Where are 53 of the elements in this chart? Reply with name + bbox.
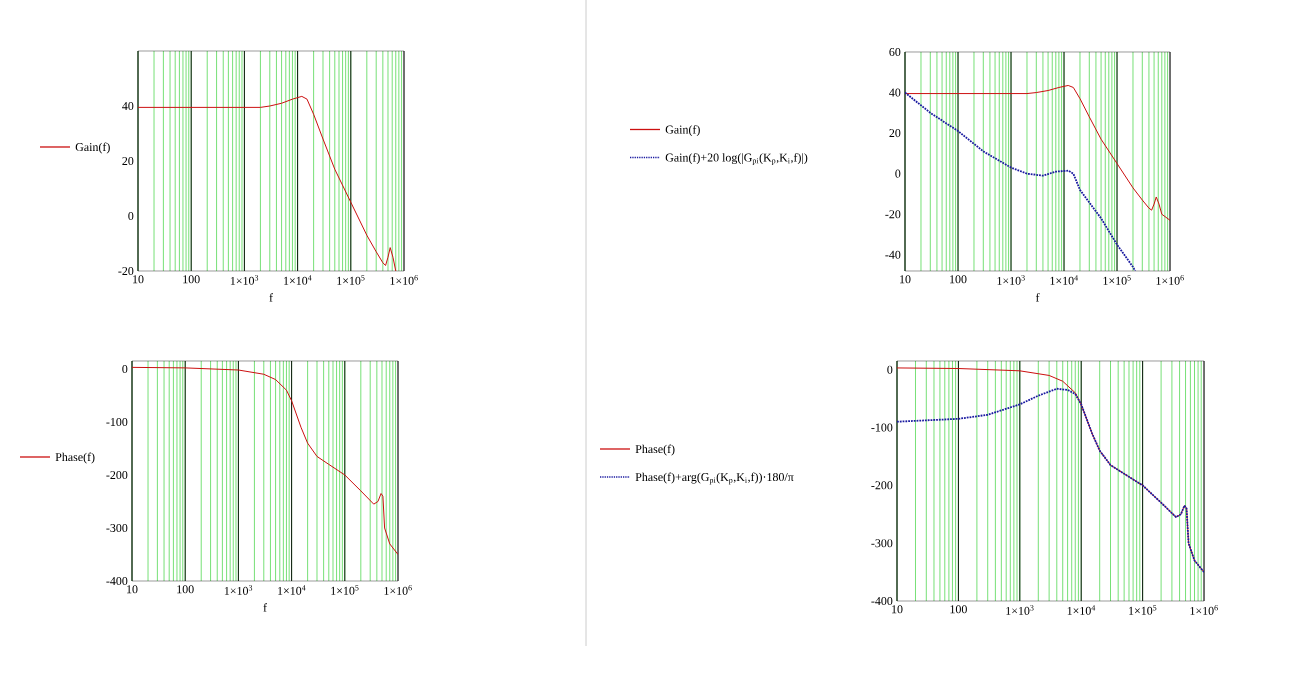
legend-label: Phase(f) xyxy=(55,452,95,464)
x-tick-label: 1×10$^{4}$ xyxy=(278,585,306,595)
legend-label: Gain(f) xyxy=(75,142,110,154)
x-tick-label: 1×10$^{5}$ xyxy=(331,585,359,595)
legend-label: Gain(f)+20 log(|G$_{pi}$(K$_{p}$,K$_{i}$,f)|) xyxy=(665,153,808,165)
y-tick-label: -300 xyxy=(106,523,128,533)
x-tick-label: 1×10$^{3}$ xyxy=(997,275,1025,285)
y-tick-label: -100 xyxy=(106,417,128,426)
x-tick-label: 1×10$^{4}$ xyxy=(1050,275,1078,285)
y-tick-label: -20 xyxy=(885,210,901,219)
y-tick-label: 0 xyxy=(122,364,128,373)
x-tick-label: 1×10$^{6}$ xyxy=(390,275,418,285)
x-tick-label: 10 xyxy=(900,275,911,284)
x-tick-label: 1×10$^{6}$ xyxy=(384,585,412,595)
y-tick-label: -400 xyxy=(106,576,128,586)
x-tick-label: 1×10$^{3}$ xyxy=(230,275,259,285)
y-tick-label: -100 xyxy=(871,423,893,432)
x-tick-label: 1×10$^{4}$ xyxy=(284,275,312,285)
y-tick-label: -20 xyxy=(118,266,134,276)
legend-label: Gain(f) xyxy=(665,125,700,137)
x-tick-label: 1×10$^{3}$ xyxy=(1006,605,1034,615)
x-tick-label: 1×10$^{5}$ xyxy=(1129,605,1157,615)
y-tick-label: -400 xyxy=(871,596,893,606)
y-tick-label: -200 xyxy=(106,470,128,479)
x-tick-label: 10 xyxy=(133,275,144,284)
y-tick-label: 20 xyxy=(122,156,134,166)
x-axis-title: f xyxy=(269,293,273,302)
legend-label: Phase(f)+arg(G$_{pi}$(K$_{p}$,K$_{i}$,f))·180/π xyxy=(635,472,794,485)
x-tick-label: 1×10$^{5}$ xyxy=(1103,275,1131,285)
x-axis-title: f xyxy=(1035,293,1040,302)
y-tick-label: -200 xyxy=(871,481,893,490)
x-tick-label: 1×10$^{3}$ xyxy=(224,585,253,595)
y-tick-label: -300 xyxy=(871,539,893,548)
y-tick-label: 20 xyxy=(889,129,901,138)
legend-label: Phase(f) xyxy=(635,444,675,456)
y-tick-label: 40 xyxy=(889,88,901,97)
y-tick-label: 40 xyxy=(122,101,134,111)
x-tick-label: 100 xyxy=(950,275,967,284)
x-tick-label: 100 xyxy=(177,585,194,594)
x-tick-label: 1×10$^{5}$ xyxy=(337,275,365,285)
x-tick-label: 1×10$^{6}$ xyxy=(1156,275,1184,285)
x-tick-label: 1×10$^{6}$ xyxy=(1190,605,1218,615)
x-tick-label: 10 xyxy=(127,585,138,594)
y-tick-label: 0 xyxy=(887,365,893,374)
x-tick-label: 1×10$^{4}$ xyxy=(1067,605,1096,615)
y-tick-label: -40 xyxy=(885,250,901,259)
y-tick-label: 60 xyxy=(889,47,901,57)
x-tick-label: 100 xyxy=(950,605,967,614)
y-tick-label: 0 xyxy=(895,169,901,178)
y-tick-label: 0 xyxy=(128,211,134,221)
x-tick-label: 100 xyxy=(183,275,200,284)
x-tick-label: 10 xyxy=(892,605,903,614)
x-axis-title: f xyxy=(263,603,267,612)
